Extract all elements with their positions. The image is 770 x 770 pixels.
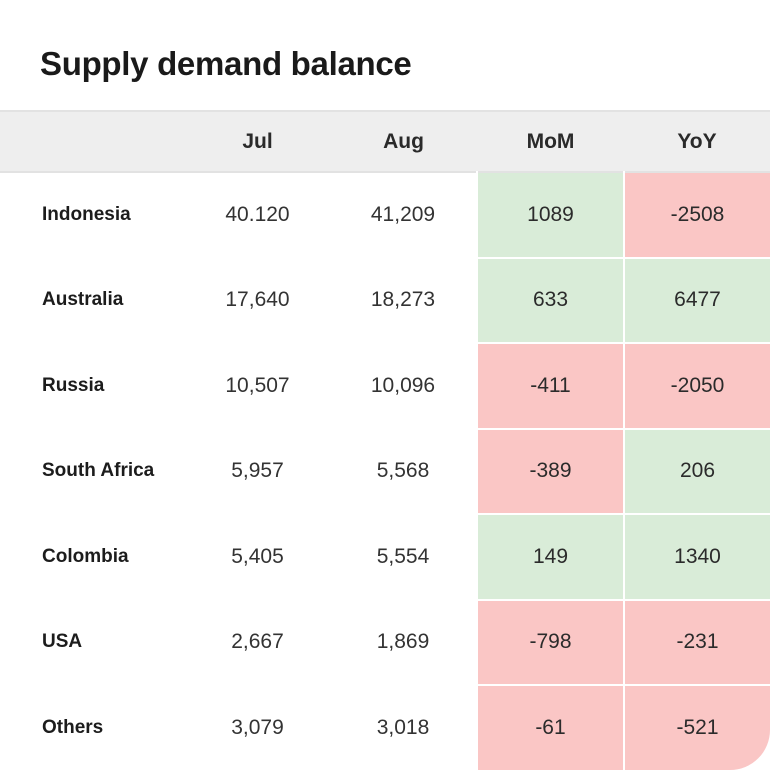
cell-yoy: 1340 xyxy=(623,514,770,601)
cell-country: USA xyxy=(42,631,83,653)
table-row: South Africa 5,957 5,568 -389 206 xyxy=(0,428,770,515)
chart-title: Supply demand balance xyxy=(40,45,412,82)
cell-yoy: 6477 xyxy=(623,257,770,344)
table-row: Russia 10,507 10,096 -411 -2050 xyxy=(0,343,770,430)
cell-jul: 3,079 xyxy=(231,715,284,739)
header-aug: Aug xyxy=(383,129,424,153)
balance-table-container: Jul Aug MoM YoY Indonesia 40.120 41,209 108… xyxy=(0,110,770,770)
header-country xyxy=(0,111,185,172)
header-mom: MoM xyxy=(526,129,575,153)
cell-mom: -411 xyxy=(476,343,624,430)
cell-jul: 5,405 xyxy=(231,544,284,568)
header-yoy: YoY xyxy=(677,129,717,153)
cell-aug: 1,869 xyxy=(376,630,430,654)
cell-jul: 10,507 xyxy=(225,373,290,397)
cell-mom: 1089 xyxy=(476,172,624,259)
cell-mom: -61 xyxy=(476,685,624,770)
table-row: USA 2,667 1,869 -798 -231 xyxy=(0,599,770,686)
cell-country: Australia xyxy=(42,289,124,311)
cell-aug: 18,273 xyxy=(370,288,436,312)
table-body: Indonesia 40.120 41,209 1089 -2508 Australia 1… xyxy=(0,172,770,770)
balance-table: Jul Aug MoM YoY Indonesia 40.120 41,209 108… xyxy=(0,110,770,770)
cell-jul: 2,667 xyxy=(231,630,284,654)
cell-mom: -389 xyxy=(476,428,624,515)
cell-country: Colombia xyxy=(42,545,129,567)
table-row: Indonesia 40.120 41,209 1089 -2508 xyxy=(0,172,770,259)
cell-country: South Africa xyxy=(42,460,155,482)
cell-yoy: 206 xyxy=(623,428,770,515)
table-header-row: Jul Aug MoM YoY xyxy=(0,111,770,172)
cell-yoy: -2508 xyxy=(623,172,770,259)
cell-aug: 3,018 xyxy=(376,715,430,739)
cell-country: Russia xyxy=(42,374,105,396)
cell-jul: 5,957 xyxy=(231,459,284,483)
cell-mom: 149 xyxy=(476,514,624,601)
cell-aug: 5,554 xyxy=(376,544,430,568)
cell-yoy: -231 xyxy=(623,599,770,686)
cell-yoy: -521 xyxy=(623,685,770,770)
table-row: Australia 17,640 18,273 633 6477 xyxy=(0,257,770,344)
table-row: Colombia 5,405 5,554 149 1340 xyxy=(0,514,770,601)
cell-aug: 5,568 xyxy=(376,459,430,483)
cell-jul: 17,640 xyxy=(225,288,290,312)
cell-aug: 10,096 xyxy=(370,373,436,397)
header-jul: Jul xyxy=(242,129,273,153)
cell-country: Others xyxy=(42,716,104,738)
table-row: Others 3,079 3,018 -61 -521 xyxy=(0,685,770,770)
cell-country: Indonesia xyxy=(42,204,131,226)
cell-yoy: -2050 xyxy=(623,343,770,430)
cell-mom: 633 xyxy=(476,257,624,344)
cell-mom: -798 xyxy=(476,599,624,686)
cell-aug: 41,209 xyxy=(370,203,436,227)
cell-jul: 40.120 xyxy=(225,203,290,227)
